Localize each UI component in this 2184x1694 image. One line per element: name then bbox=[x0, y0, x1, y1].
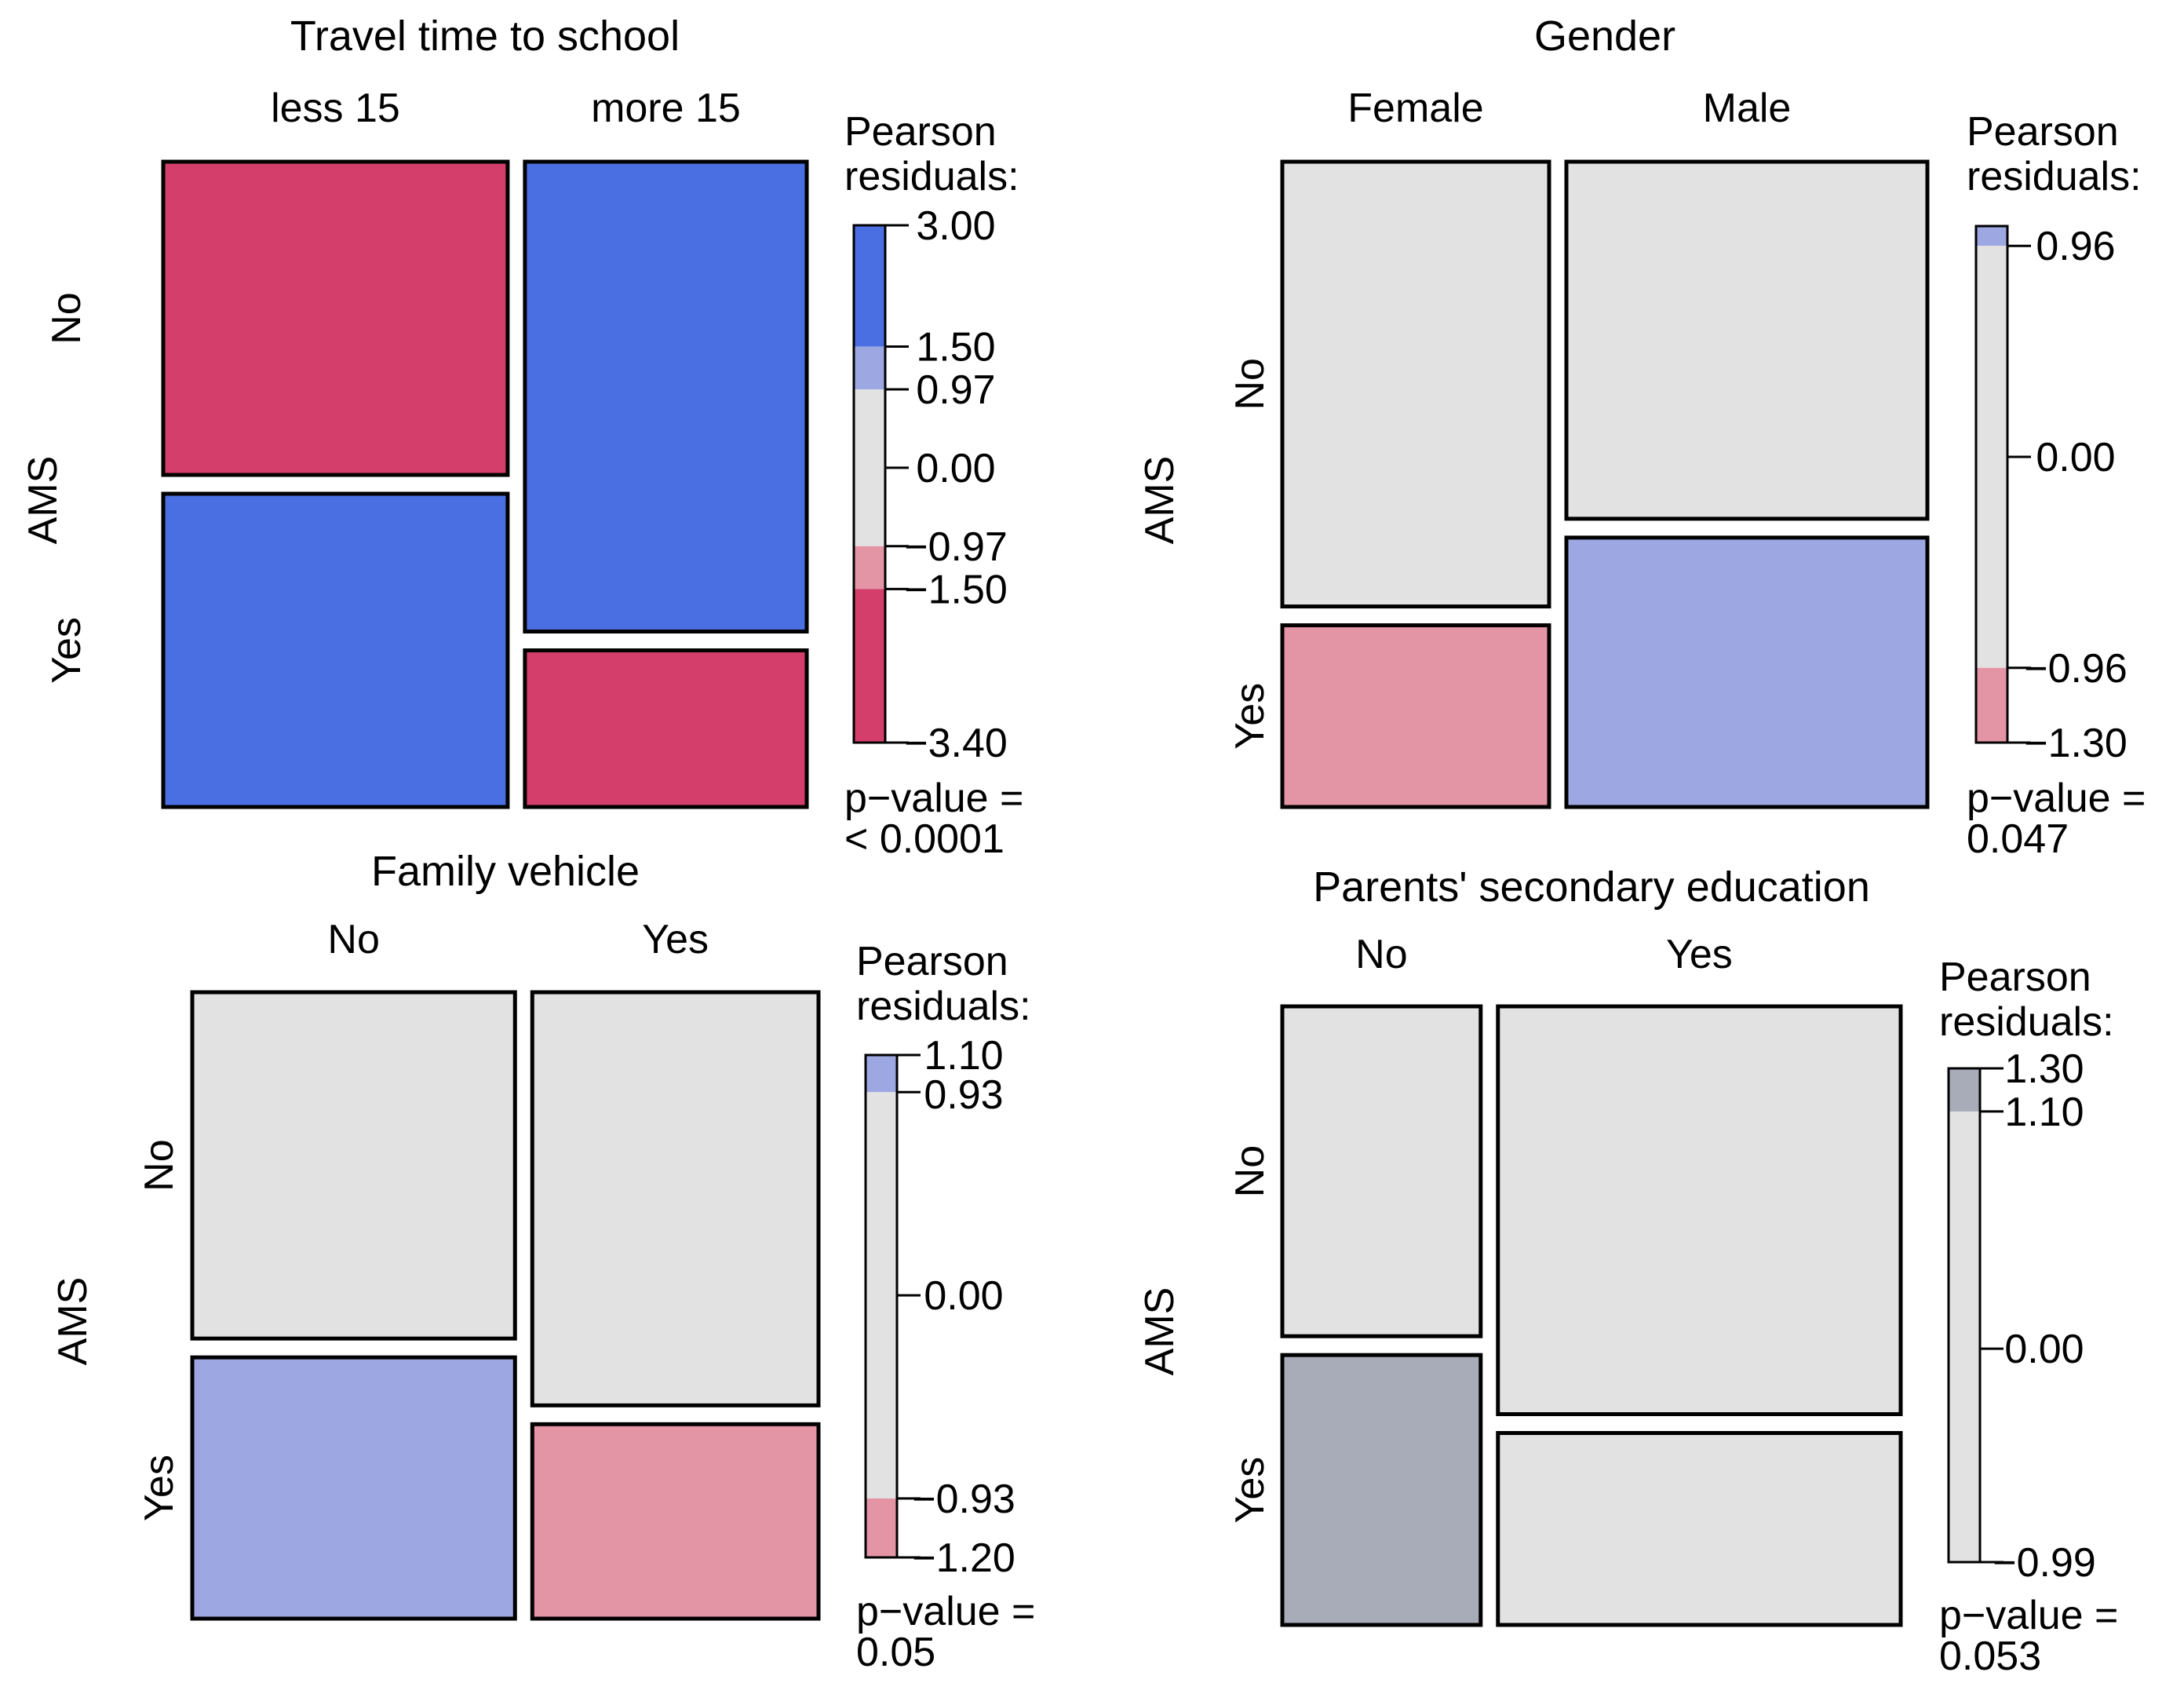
legend-tick-label: 0.93 bbox=[924, 1072, 1003, 1118]
legend-tick-label: 1.30 bbox=[2004, 1046, 2084, 1092]
legend-band bbox=[854, 546, 885, 590]
x-category-label: Female bbox=[1347, 86, 1483, 131]
panel-title: Parents' secondary education bbox=[1313, 863, 1870, 911]
legend-title: Pearson bbox=[1967, 109, 2119, 155]
legend-tick-label: 0.00 bbox=[2036, 435, 2115, 480]
legend-tick-label: −0.93 bbox=[912, 1477, 1015, 1522]
legend-tick-label: 0.00 bbox=[2004, 1327, 2084, 1372]
mosaic-tile-more-15-no bbox=[523, 159, 809, 633]
legend-tick-label: −0.97 bbox=[904, 524, 1008, 570]
legend-band bbox=[854, 346, 885, 390]
mosaic-tile-yes-no bbox=[530, 990, 821, 1407]
legend-title: Pearson bbox=[856, 939, 1008, 984]
p-value-label: p−value = bbox=[856, 1589, 1035, 1634]
y-category-label: Yes bbox=[1227, 1457, 1273, 1524]
mosaic-panel-2: Gender Female Male No Yes AMS Pearsonresiduals… bbox=[1137, 13, 2146, 862]
legend-band bbox=[1976, 246, 2007, 668]
mosaic-tile-female-yes bbox=[1280, 623, 1551, 809]
p-value-label: p−value = bbox=[1967, 776, 2146, 821]
legend-colorbar-frame bbox=[852, 224, 887, 744]
x-category-label: No bbox=[1355, 932, 1407, 977]
legend-band bbox=[1949, 1111, 1980, 1562]
mosaic-tile-male-no bbox=[1564, 159, 1930, 521]
y-category-label: No bbox=[137, 1139, 182, 1191]
mosaic-tile-more-15-yes bbox=[523, 648, 809, 809]
legend-tick-label: −1.30 bbox=[2024, 721, 2127, 766]
legend-band bbox=[854, 589, 885, 743]
legend-band bbox=[866, 1055, 897, 1093]
panel-title: Travel time to school bbox=[290, 13, 680, 60]
p-value-label: p−value = bbox=[844, 776, 1023, 821]
mosaic-tile-less-15-yes bbox=[161, 491, 510, 809]
legend-band bbox=[1976, 667, 2007, 743]
legend-tick-label: −3.40 bbox=[904, 721, 1008, 766]
mosaic-tile-no-yes bbox=[190, 1355, 517, 1621]
y-axis-label: AMS bbox=[1137, 1287, 1183, 1376]
legend-tick-label: −1.20 bbox=[912, 1535, 1015, 1581]
mosaic-tile-no-no bbox=[1280, 1004, 1483, 1338]
legend-title: Pearson bbox=[844, 109, 997, 155]
legend-tick-label: 1.10 bbox=[2004, 1090, 2084, 1135]
legend-tick-label: 1.50 bbox=[916, 324, 995, 370]
y-category-label: No bbox=[44, 292, 89, 344]
y-axis-label: AMS bbox=[20, 456, 66, 545]
mosaic-panel-4: Parents' secondary education No Yes No Yes AM… bbox=[1137, 863, 2118, 1679]
mosaic-tile-male-yes bbox=[1564, 535, 1930, 809]
legend-band bbox=[866, 1498, 897, 1557]
legend-tick-label: −1.50 bbox=[904, 567, 1008, 612]
mosaic-tile-yes-yes bbox=[1496, 1431, 1903, 1627]
y-category-label: Yes bbox=[44, 617, 89, 684]
mosaic-tile-female-no bbox=[1280, 159, 1551, 609]
y-axis-label: AMS bbox=[50, 1277, 96, 1366]
panel-title: Gender bbox=[1534, 13, 1675, 60]
legend-tick-label: 0.00 bbox=[916, 446, 995, 491]
p-value: < 0.0001 bbox=[844, 816, 1004, 862]
x-category-label: No bbox=[327, 917, 379, 962]
legend-title: residuals: bbox=[844, 154, 1019, 199]
legend-colorbar-frame bbox=[1947, 1067, 1982, 1564]
legend-tick-label: −0.96 bbox=[2024, 646, 2127, 692]
legend-tick-label: 3.00 bbox=[916, 203, 995, 249]
legend-tick-label: 0.97 bbox=[916, 367, 995, 413]
legend-band bbox=[1949, 1068, 1980, 1112]
legend-tick-label: 0.00 bbox=[924, 1273, 1003, 1319]
y-axis-label: AMS bbox=[1137, 456, 1183, 545]
legend-band bbox=[1976, 226, 2007, 246]
legend-tick-label: 1.10 bbox=[924, 1033, 1003, 1079]
mosaic-tile-yes-yes bbox=[530, 1422, 821, 1621]
x-category-label: Yes bbox=[1666, 932, 1733, 977]
y-category-label: No bbox=[1227, 1145, 1273, 1197]
legend-title: residuals: bbox=[1967, 154, 2142, 199]
legend-colorbar-frame bbox=[864, 1053, 899, 1559]
legend-band bbox=[854, 225, 885, 347]
p-value-label: p−value = bbox=[1939, 1593, 2118, 1638]
x-category-label: Yes bbox=[642, 917, 709, 962]
x-category-label: more 15 bbox=[591, 86, 741, 131]
x-category-label: less 15 bbox=[271, 86, 400, 131]
panel-title: Family vehicle bbox=[371, 848, 640, 895]
legend-title: residuals: bbox=[1939, 999, 2114, 1045]
y-category-label: Yes bbox=[137, 1455, 182, 1521]
mosaic-panel-3: Family vehicle No Yes No Yes AMS Pearsonresidu… bbox=[50, 848, 1035, 1675]
mosaic-tile-no-no bbox=[190, 990, 517, 1341]
p-value: 0.053 bbox=[1939, 1634, 2041, 1679]
legend-tick-label: 0.96 bbox=[2036, 224, 2115, 269]
y-category-label: No bbox=[1227, 358, 1273, 410]
legend-tick-label: −0.99 bbox=[1993, 1540, 2096, 1586]
y-category-label: Yes bbox=[1227, 683, 1273, 750]
legend-band bbox=[854, 389, 885, 546]
mosaic-tile-no-yes bbox=[1280, 1353, 1483, 1627]
legend-band bbox=[866, 1092, 897, 1499]
mosaic-tile-yes-no bbox=[1496, 1004, 1903, 1417]
x-category-label: Male bbox=[1703, 86, 1792, 131]
mosaic-panel-1: Travel time to school less 15 more 15 No Yes… bbox=[20, 13, 1023, 862]
legend-colorbar-frame bbox=[1974, 225, 2009, 744]
p-value: 0.047 bbox=[1967, 816, 2069, 862]
p-value: 0.05 bbox=[856, 1630, 935, 1675]
legend-title: residuals: bbox=[856, 984, 1031, 1029]
mosaic-tile-less-15-no bbox=[161, 159, 510, 477]
legend-title: Pearson bbox=[1939, 955, 2091, 1000]
